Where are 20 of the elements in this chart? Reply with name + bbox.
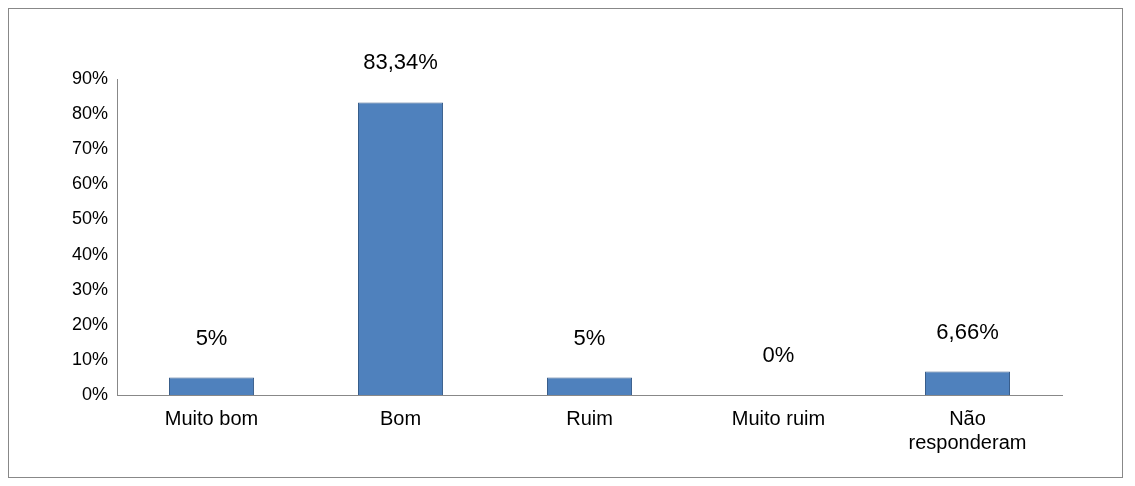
data-label: 5% <box>195 324 228 350</box>
x-tick-label: Ruim <box>566 406 613 429</box>
y-tick-label: 20% <box>72 313 109 334</box>
y-tick-label: 70% <box>72 138 109 159</box>
data-label: 83,34% <box>363 49 438 75</box>
data-label: 6,66% <box>936 318 999 344</box>
x-tick-label: Não responderam <box>908 406 1027 453</box>
x-tick-label: Muito bom <box>164 406 259 429</box>
x-tick-label: Muito ruim <box>731 406 826 429</box>
y-tick-label: 90% <box>72 67 109 88</box>
y-tick-label: 10% <box>72 348 109 369</box>
y-tick-label: 80% <box>72 103 109 124</box>
data-label: 5% <box>573 324 606 350</box>
y-tick-label: 40% <box>72 243 109 264</box>
data-label: 0% <box>762 342 795 368</box>
y-tick-label: 60% <box>72 173 109 194</box>
x-tick-label: Bom <box>379 406 422 429</box>
y-tick-label: 0% <box>82 383 109 404</box>
y-tick-label: 30% <box>72 278 109 299</box>
y-tick-label: 50% <box>72 208 109 229</box>
